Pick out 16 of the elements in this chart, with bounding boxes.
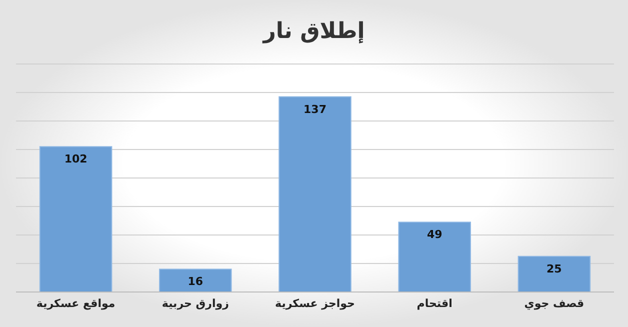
bar <box>39 146 112 292</box>
bar <box>278 96 352 292</box>
x-tick-label: اقتحام <box>416 297 452 310</box>
data-label: 137 <box>304 102 326 116</box>
x-tick-label: مواقع عسكرية <box>36 297 116 310</box>
x-tick-label: حواجز عسكرية <box>275 297 355 310</box>
bar <box>159 268 232 292</box>
bar <box>398 222 471 292</box>
bar <box>518 256 591 292</box>
x-tick-label: زوارق حربية <box>162 297 229 310</box>
x-tick-label: قصف جوي <box>524 297 584 310</box>
chart-title: إطلاق نار <box>262 19 365 44</box>
data-label: 25 <box>546 262 562 276</box>
data-label: 16 <box>188 275 204 288</box>
data-label: 49 <box>426 228 442 242</box>
data-label: 102 <box>64 152 88 166</box>
